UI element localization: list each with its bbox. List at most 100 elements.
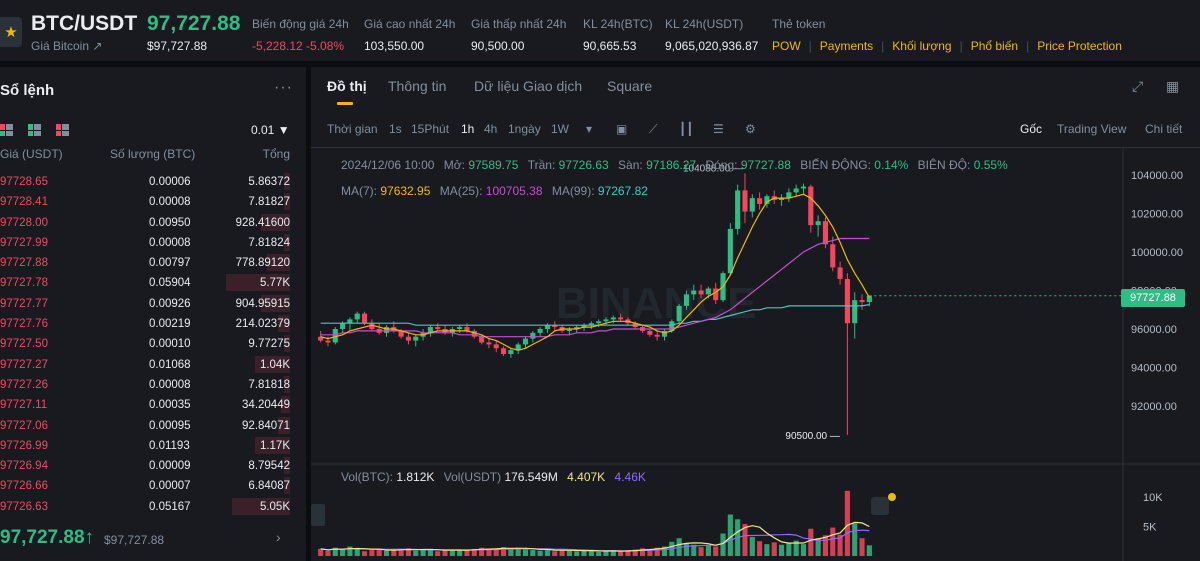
interval-1h[interactable]: 1h <box>461 122 475 136</box>
expand-icon[interactable]: ⤢ <box>1132 78 1144 94</box>
ask-total: 214.02379 <box>235 318 290 331</box>
ask-row[interactable]: 97726.94 0.00009 8.79542 <box>0 456 306 476</box>
ask-row[interactable]: 97728.00 0.00950 928.41600 <box>0 213 306 233</box>
candle-body <box>800 186 807 189</box>
layout-grid-icon[interactable]: ▦ <box>1166 78 1180 94</box>
view-original[interactable]: Gốc <box>1020 122 1043 136</box>
ask-row[interactable]: 97726.63 0.05167 5.05K <box>0 497 306 517</box>
interval-1d[interactable]: 1ngày <box>508 122 541 136</box>
interval-1w[interactable]: 1W <box>551 122 569 136</box>
ask-total: 7.81827 <box>248 196 290 209</box>
volume-bar <box>354 548 360 556</box>
volume-bar <box>661 546 668 556</box>
tab-chart[interactable]: Đồ thị <box>327 78 367 94</box>
candle-body <box>661 330 668 337</box>
ask-row[interactable]: 97727.88 0.00797 778.89120 <box>0 253 306 273</box>
interval-15m[interactable]: 15Phút <box>411 122 450 136</box>
candle-body <box>588 323 594 326</box>
ask-qty: 0.00035 <box>149 399 191 412</box>
candle-body <box>749 198 755 212</box>
calendar-icon[interactable]: ▣ <box>616 122 628 136</box>
ask-total: 7.81818 <box>248 378 290 391</box>
token-tag-price-protection[interactable]: Price Protection <box>1037 39 1122 53</box>
depth-bar <box>284 457 290 475</box>
ohlc-amp: 0.55% <box>973 158 1008 172</box>
interval-4h[interactable]: 4h <box>484 122 498 136</box>
ask-qty: 0.00008 <box>149 236 191 249</box>
view-tradingview[interactable]: Trading View <box>1057 122 1127 136</box>
ask-row[interactable]: 97727.99 0.00008 7.81824 <box>0 233 306 253</box>
ask-qty: 0.00950 <box>149 216 191 229</box>
interval-1s[interactable]: 1s <box>389 122 402 136</box>
ask-price: 97726.94 <box>0 460 48 473</box>
volume-bar <box>742 524 748 556</box>
ohlc-close: 97727.88 <box>740 158 791 172</box>
ask-row[interactable]: 97726.99 0.01193 1.17K <box>0 436 306 456</box>
indicator-icon[interactable]: ⟋ <box>649 122 658 136</box>
ask-price: 97726.66 <box>0 480 48 493</box>
volume-bar <box>544 548 551 556</box>
volume-bar <box>574 551 580 556</box>
col-qty-header: Số lượng (BTC) <box>110 147 196 161</box>
tab-square[interactable]: Square <box>607 78 653 94</box>
ask-row[interactable]: 97727.06 0.00095 92.84071 <box>0 416 306 436</box>
ask-row[interactable]: 97728.65 0.00006 5.86372 <box>0 172 306 192</box>
candle-body <box>318 336 324 341</box>
ask-row[interactable]: 97727.26 0.00008 7.81818 <box>0 375 306 395</box>
interval-more-dropdown[interactable]: ▾ <box>586 122 593 136</box>
precision-select[interactable]: 0.01 ▼ <box>251 123 290 137</box>
tab-info[interactable]: Thông tin <box>388 78 447 94</box>
volume-bar <box>500 547 507 556</box>
ask-price: 97727.27 <box>0 358 48 371</box>
candle-body <box>471 330 477 337</box>
ma99-label: MA(99): <box>551 184 595 198</box>
stat-vol-usdt-label: KL 24h(USDT) <box>665 17 744 31</box>
ask-row[interactable]: 97728.41 0.00008 7.81827 <box>0 192 306 212</box>
ask-rows: 97728.65 0.00006 5.86372 97728.41 0.00008 7.8… <box>0 172 306 517</box>
ask-row[interactable]: 97727.11 0.00035 34.20449 <box>0 395 306 415</box>
ask-row[interactable]: 97727.76 0.00219 214.02379 <box>0 314 306 334</box>
token-tag-payments[interactable]: Payments <box>819 39 874 53</box>
depth-bar <box>281 396 290 414</box>
volume-bar <box>442 550 448 556</box>
depth-bar <box>284 477 290 495</box>
depth-bar <box>255 436 290 454</box>
view-depth[interactable]: Chi tiết <box>1145 122 1183 136</box>
token-tag-popular[interactable]: Phổ biến <box>970 39 1019 53</box>
candlestick-chart[interactable]: BINANCE104000.00102000.00100000.0098000.… <box>311 148 1200 561</box>
ask-row[interactable]: 97727.50 0.00010 9.77275 <box>0 334 306 354</box>
candle-body <box>705 288 711 295</box>
candle-body <box>398 330 404 337</box>
volume-bar <box>596 551 602 556</box>
ask-row[interactable]: 97726.66 0.00007 6.84087 <box>0 476 306 496</box>
pane-collapse-handle[interactable] <box>311 504 325 526</box>
ask-row[interactable]: 97727.78 0.05904 5.77K <box>0 273 306 293</box>
candle-body <box>603 319 609 322</box>
volume-bar <box>340 549 346 556</box>
symbol-title[interactable]: BTC/USDT <box>31 12 138 35</box>
favorite-star-icon[interactable]: ★ <box>0 17 22 47</box>
chevron-right-icon[interactable]: › <box>276 529 281 545</box>
orderbook-asks-icon[interactable] <box>56 124 69 136</box>
ask-row[interactable]: 97727.77 0.00926 904.95915 <box>0 294 306 314</box>
ask-total: 7.81824 <box>248 236 290 249</box>
more-options-icon[interactable]: ··· <box>274 79 293 96</box>
token-tag-volume[interactable]: Khối lượng <box>892 39 952 53</box>
orderbook-both-icon[interactable] <box>0 124 13 136</box>
candle-body <box>859 300 865 303</box>
depth-bar <box>226 274 290 292</box>
ask-qty: 0.00926 <box>149 297 191 310</box>
orderbook-bids-icon[interactable] <box>28 124 41 136</box>
settings-list-icon[interactable]: ☰ <box>713 122 724 136</box>
coin-info-link[interactable]: Giá Bitcoin ↗ <box>31 39 103 53</box>
ohlc-amp-label: BIÊN ĐỘ: <box>917 158 971 172</box>
gear-icon[interactable]: ⚙ <box>745 122 756 136</box>
col-total-header: Tổng <box>262 147 290 161</box>
token-tag-pow[interactable]: POW <box>772 39 801 53</box>
candle-body <box>479 336 485 343</box>
candle-body <box>676 305 682 322</box>
tab-trading-data[interactable]: Dữ liệu Giao dịch <box>474 78 583 94</box>
ask-row[interactable]: 97727.27 0.01068 1.04K <box>0 355 306 375</box>
candle-type-icon[interactable]: ┃┃ <box>679 122 694 136</box>
candle-body <box>764 196 770 204</box>
